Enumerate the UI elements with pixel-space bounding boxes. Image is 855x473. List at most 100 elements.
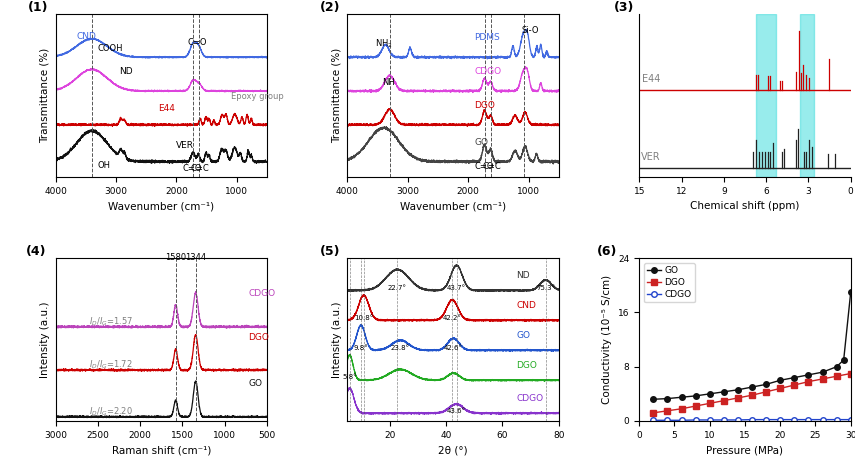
Text: DGO: DGO — [249, 333, 269, 342]
Bar — [757, 14, 776, 177]
Text: CDGO: CDGO — [475, 67, 501, 76]
Text: 1580: 1580 — [165, 253, 186, 262]
CDGO — [676, 418, 687, 423]
Text: COOH: COOH — [97, 44, 123, 53]
Text: E44: E44 — [642, 74, 660, 84]
CDGO — [775, 417, 786, 422]
Y-axis label: Transmittance (%): Transmittance (%) — [40, 48, 50, 143]
GO — [747, 384, 758, 390]
Bar — [800, 14, 814, 177]
Text: 75.3°: 75.3° — [536, 285, 555, 291]
GO — [705, 391, 715, 397]
Text: C=O: C=O — [475, 162, 494, 171]
Text: VER: VER — [176, 141, 194, 150]
Text: GO: GO — [249, 379, 262, 388]
Y-axis label: Conductivity (10⁻⁵ S/cm): Conductivity (10⁻⁵ S/cm) — [603, 275, 612, 404]
Text: (3): (3) — [614, 1, 634, 14]
Line: DGO: DGO — [651, 371, 853, 416]
Text: C=C: C=C — [483, 162, 502, 171]
GO — [676, 394, 687, 400]
CDGO — [691, 417, 701, 423]
Text: 23.8°: 23.8° — [391, 344, 410, 350]
Line: GO: GO — [651, 289, 853, 402]
CDGO — [789, 417, 799, 422]
Y-axis label: Intensity (a.u.): Intensity (a.u.) — [332, 301, 342, 378]
GO — [804, 372, 814, 378]
Text: $I_D$/$I_G$=1.57: $I_D$/$I_G$=1.57 — [90, 315, 133, 328]
GO — [846, 289, 855, 295]
DGO — [761, 389, 771, 394]
DGO — [747, 393, 758, 398]
CDGO — [733, 417, 743, 423]
GO — [648, 396, 658, 402]
Text: DGO: DGO — [475, 101, 495, 110]
Text: 22.7°: 22.7° — [388, 285, 407, 291]
Text: C=C: C=C — [191, 164, 209, 173]
CDGO — [747, 417, 758, 422]
Text: 10.8°: 10.8° — [354, 315, 374, 321]
Text: C=O: C=O — [188, 38, 207, 47]
CDGO — [832, 417, 842, 422]
GO — [733, 387, 743, 393]
GO — [817, 369, 828, 375]
Legend: GO, DGO, CDGO: GO, DGO, CDGO — [644, 263, 695, 302]
GO — [663, 396, 673, 402]
Text: Epoxy group: Epoxy group — [231, 92, 284, 101]
Text: 43.6°: 43.6° — [446, 408, 466, 414]
X-axis label: Chemical shift (ppm): Chemical shift (ppm) — [690, 201, 799, 211]
Text: 5.8°: 5.8° — [342, 375, 357, 380]
GO — [789, 375, 799, 380]
Text: 1344: 1344 — [185, 253, 206, 262]
Text: (1): (1) — [28, 1, 49, 14]
CDGO — [705, 417, 715, 423]
DGO — [676, 406, 687, 412]
GO — [839, 357, 849, 363]
Y-axis label: Transmittance (%): Transmittance (%) — [332, 48, 342, 143]
Text: 42.2°: 42.2° — [443, 315, 462, 321]
Line: CDGO: CDGO — [651, 417, 853, 423]
Text: C=O: C=O — [183, 164, 203, 173]
X-axis label: Raman shift (cm⁻¹): Raman shift (cm⁻¹) — [112, 445, 211, 455]
DGO — [846, 371, 855, 377]
Text: ND: ND — [516, 271, 530, 280]
Text: DGO: DGO — [516, 361, 538, 370]
Text: CDGO: CDGO — [249, 289, 275, 298]
X-axis label: Wavenumber (cm⁻¹): Wavenumber (cm⁻¹) — [400, 201, 506, 211]
X-axis label: Wavenumber (cm⁻¹): Wavenumber (cm⁻¹) — [109, 201, 215, 211]
Text: (6): (6) — [597, 245, 617, 258]
Text: 43.7°: 43.7° — [447, 285, 466, 291]
GO — [832, 364, 842, 369]
DGO — [719, 398, 729, 403]
CDGO — [719, 417, 729, 423]
Text: $I_D$/$I_G$=2.20: $I_D$/$I_G$=2.20 — [90, 405, 133, 418]
Text: NH: NH — [382, 78, 395, 87]
Text: NH$_2$: NH$_2$ — [374, 37, 392, 50]
CDGO — [817, 417, 828, 422]
CDGO — [648, 418, 658, 423]
Text: (5): (5) — [320, 245, 340, 258]
Text: 42.6°: 42.6° — [444, 344, 463, 350]
Text: GO: GO — [475, 138, 488, 147]
Text: CDGO: CDGO — [516, 394, 544, 403]
DGO — [648, 410, 658, 416]
GO — [761, 382, 771, 387]
Text: 9.8°: 9.8° — [354, 344, 369, 350]
GO — [719, 389, 729, 394]
GO — [691, 393, 701, 399]
CDGO — [663, 418, 673, 423]
Text: E44: E44 — [158, 104, 175, 113]
DGO — [817, 376, 828, 382]
X-axis label: 2θ (°): 2θ (°) — [439, 445, 468, 455]
DGO — [663, 408, 673, 413]
Text: VER: VER — [640, 152, 660, 162]
DGO — [832, 373, 842, 379]
DGO — [804, 379, 814, 385]
X-axis label: Pressure (MPa): Pressure (MPa) — [706, 445, 783, 455]
Text: OH: OH — [97, 161, 111, 170]
CDGO — [846, 417, 855, 422]
DGO — [733, 395, 743, 401]
CDGO — [761, 417, 771, 422]
DGO — [789, 382, 799, 388]
DGO — [691, 403, 701, 409]
CDGO — [804, 417, 814, 422]
